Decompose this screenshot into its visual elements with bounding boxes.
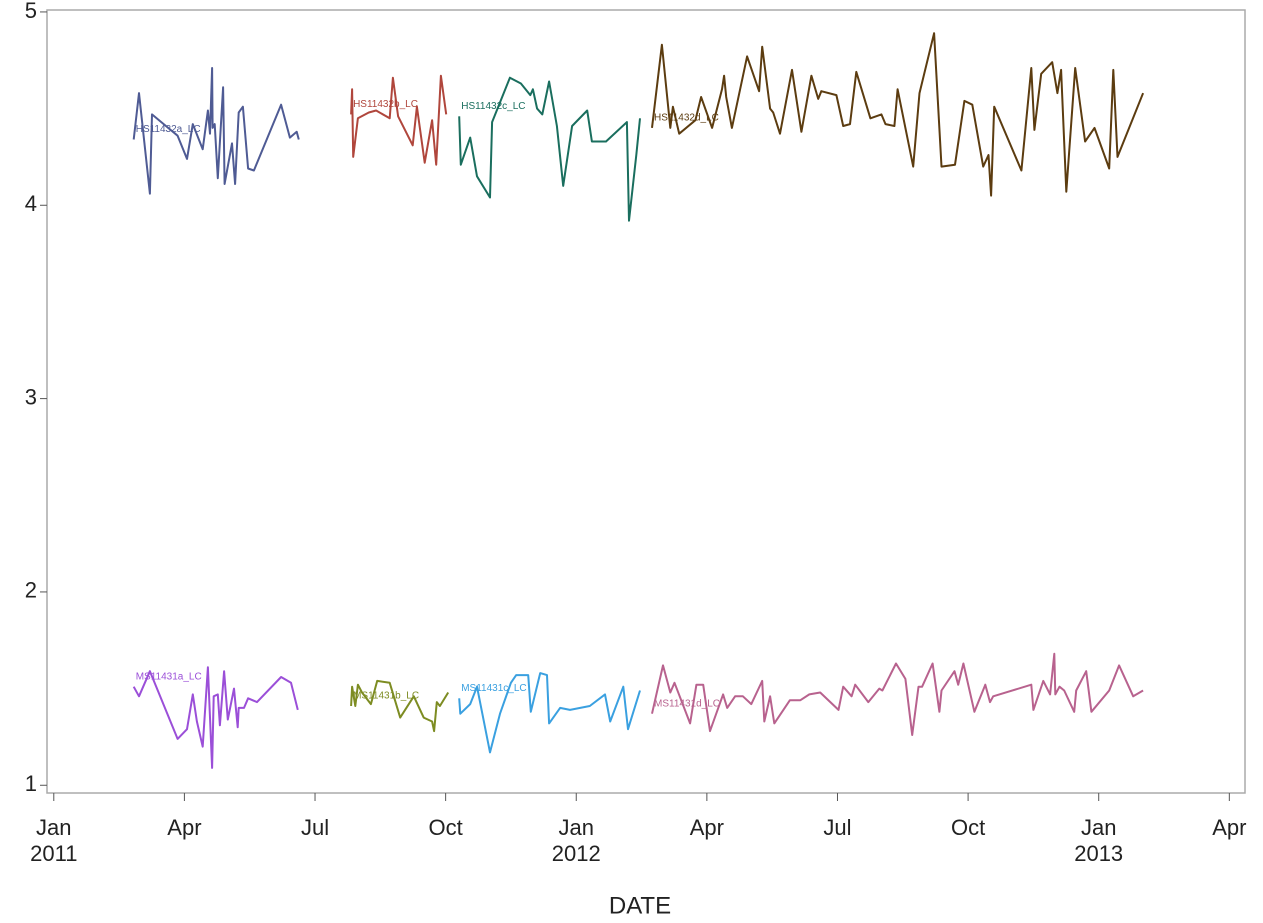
x-tick-label: Apr <box>689 815 724 840</box>
curve-label: MS11431d_LC <box>654 698 720 709</box>
x-tick-label: Jan 2012 <box>551 815 601 866</box>
curve-label: MS11431a_LC <box>136 671 202 682</box>
x-axis-label: DATE <box>609 892 671 919</box>
curve-label: MS11431c_LC <box>461 683 526 694</box>
series-line <box>132 67 300 195</box>
series-line <box>458 76 641 222</box>
x-tick-label: Jul <box>823 815 852 840</box>
y-tick-label: 1 <box>25 771 37 796</box>
series-line <box>651 32 1145 197</box>
series-line <box>651 652 1144 736</box>
curve-label: MS11431b_LC <box>353 691 419 702</box>
series-line <box>350 74 448 166</box>
series-line <box>350 679 450 733</box>
y-tick-label: 5 <box>25 0 37 23</box>
x-tick-label: Jan 2013 <box>1074 815 1124 866</box>
x-tick-label: Apr <box>1212 815 1247 840</box>
series-line <box>458 672 641 754</box>
plot-frame <box>46 9 1246 794</box>
x-tick-label: Oct <box>428 815 463 840</box>
series-line <box>132 666 299 769</box>
y-tick-label: 2 <box>25 578 37 603</box>
curve-label: HS11432a_LC <box>136 124 201 135</box>
curve-label: HS11432d_LC <box>654 113 719 124</box>
curve-label: HS11432b_LC <box>353 99 418 110</box>
y-tick-label: 3 <box>25 384 37 409</box>
y-tick-label: 4 <box>25 191 37 216</box>
x-tick-label: Oct <box>950 815 986 840</box>
curve-label: HS11432c_LC <box>461 101 525 112</box>
x-tick-label: Apr <box>167 815 202 840</box>
x-tick-label: Jul <box>300 815 330 840</box>
x-tick-label: Jan 2011 <box>30 815 78 866</box>
